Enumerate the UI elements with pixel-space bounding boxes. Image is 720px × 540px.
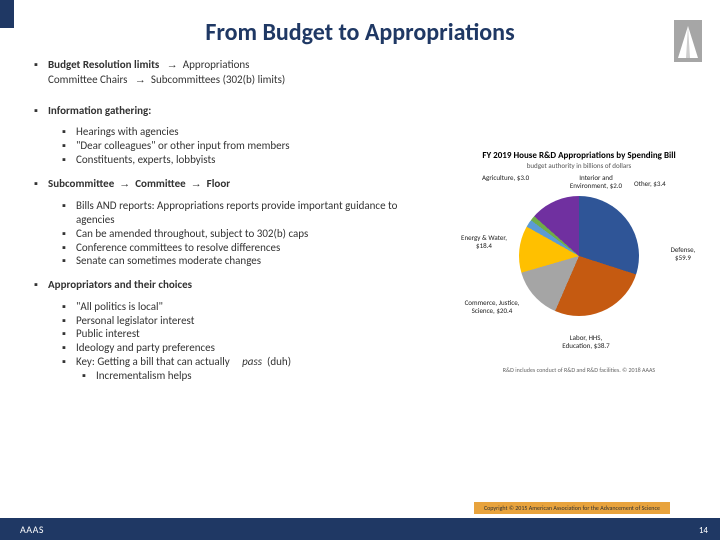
sub-bullet: ▪ Key: Getting a bill that can actually … (62, 355, 434, 369)
sub-bullet: ▪Public interest (62, 327, 434, 341)
sub-bullet: ▪"All politics is local" (62, 300, 434, 314)
square-bullet-icon: ▪ (34, 177, 48, 192)
text: "Dear colleagues" or other input from me… (76, 139, 290, 153)
pie-slice-label: Interior and Environment, $2.0 (566, 174, 626, 189)
text: Appropriators and their choices (48, 278, 192, 292)
text: Subcommittees (302(b) limits) (151, 73, 285, 86)
square-bullet-icon: ▪ (34, 58, 48, 88)
pie-wrap: Defense, $59.9 Labor, HHS, Education, $38… (454, 174, 704, 364)
chart-title: FY 2019 House R&D Appropriations by Spen… (454, 150, 704, 161)
square-bullet-icon: ▪ (62, 314, 76, 328)
page-number: 14 (699, 525, 708, 536)
arrow-icon: → (135, 74, 146, 86)
bullet-1: ▪ Budget Resolution limits → Appropriati… (34, 58, 434, 88)
square-bullet-icon: ▪ (62, 327, 76, 341)
page-title: From Budget to Appropriations (0, 0, 720, 47)
text: Constituents, experts, lobbyists (76, 153, 215, 167)
bullet-2: ▪ Information gathering: (34, 104, 434, 118)
text: Ideology and party preferences (76, 341, 215, 355)
pie-chart: FY 2019 House R&D Appropriations by Spen… (454, 150, 704, 374)
square-bullet-icon: ▪ (62, 254, 76, 268)
text: Committee Chairs (48, 73, 127, 86)
text: Floor (207, 177, 231, 190)
square-bullet-icon: ▪ (62, 125, 76, 139)
sub-bullet: ▪Ideology and party preferences (62, 341, 434, 355)
text: "All politics is local" (76, 300, 163, 314)
text: Subcommittee (48, 177, 114, 190)
pie-slice-label: Other, $3.4 (634, 180, 666, 188)
text: Budget Resolution limits (48, 58, 159, 71)
sub-bullet: ▪Conference committees to resolve differ… (62, 241, 434, 255)
copyright-text: Copyright © 2015 American Association fo… (474, 502, 670, 514)
square-bullet-icon: ▪ (62, 241, 76, 255)
arrow-icon: → (191, 178, 202, 190)
text: Bills AND reports: Appropriations report… (76, 199, 434, 227)
text: (duh) (267, 355, 291, 368)
sub-bullet: ▪Personal legislator interest (62, 314, 434, 328)
text: Public interest (76, 327, 140, 341)
text: Key: Getting a bill that can actually (76, 355, 230, 368)
square-bullet-icon: ▪ (82, 369, 96, 383)
bullet-4: ▪ Appropriators and their choices (34, 278, 434, 292)
square-bullet-icon: ▪ (34, 104, 48, 118)
text: Hearings with agencies (76, 125, 179, 139)
pie-slice-label: Labor, HHS, Education, $38.7 (556, 334, 616, 349)
chart-subtitle: budget authority in billions of dollars (454, 161, 704, 170)
text: Conference committees to resolve differe… (76, 241, 280, 255)
text: Can be amended throughout, subject to 30… (76, 227, 308, 241)
sub-bullet: ▪Bills AND reports: Appropriations repor… (62, 199, 434, 227)
square-bullet-icon: ▪ (62, 199, 76, 227)
square-bullet-icon: ▪ (62, 300, 76, 314)
footer-bar: AAAS 14 (0, 518, 720, 540)
square-bullet-icon: ▪ (34, 278, 48, 292)
square-bullet-icon: ▪ (62, 355, 76, 369)
sub-bullet: ▪"Dear colleagues" or other input from m… (62, 139, 434, 153)
sub-bullet: ▪Senate can sometimes moderate changes (62, 254, 434, 268)
content-body: ▪ Budget Resolution limits → Appropriati… (34, 58, 434, 382)
pie-slice-label: Agriculture, $3.0 (482, 174, 529, 182)
text: Senate can sometimes moderate changes (76, 254, 261, 268)
footer-logo-text: AAAS (20, 523, 44, 536)
square-bullet-icon: ▪ (62, 153, 76, 167)
sub-bullet: ▪Constituents, experts, lobbyists (62, 153, 434, 167)
text: Information gathering: (48, 104, 151, 118)
pie-slice-label: Energy & Water, $18.4 (454, 234, 514, 249)
text: Appropriations (183, 58, 250, 71)
pie-slices (519, 196, 639, 316)
text: Committee (135, 177, 186, 190)
sub-bullet: ▪Can be amended throughout, subject to 3… (62, 227, 434, 241)
text: Personal legislator interest (76, 314, 194, 328)
square-bullet-icon: ▪ (62, 341, 76, 355)
pie-slice-label: Defense, $59.9 (662, 246, 704, 261)
square-bullet-icon: ▪ (62, 139, 76, 153)
pie-slice-label: Commerce, Justice, Science, $20.4 (462, 299, 522, 314)
chart-footnote: R&D includes conduct of R&D and R&D faci… (454, 366, 704, 374)
square-bullet-icon: ▪ (62, 227, 76, 241)
bullet-3: ▪ Subcommittee → Committee → Floor (34, 177, 434, 192)
arrow-icon: → (119, 178, 130, 190)
sub-sub-bullet: ▪Incrementalism helps (82, 369, 434, 383)
arrow-icon: → (167, 59, 178, 71)
left-accent-bar (0, 0, 14, 28)
sub-bullet: ▪Hearings with agencies (62, 125, 434, 139)
text: pass (242, 355, 262, 368)
text: Incrementalism helps (96, 369, 192, 383)
aaas-logo-icon (674, 20, 702, 62)
